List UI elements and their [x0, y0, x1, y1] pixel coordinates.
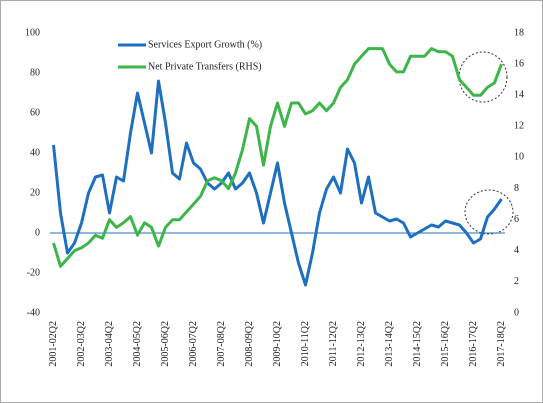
x-tick-label: 2001-02Q2 — [48, 321, 59, 367]
legend-label: Net Private Transfers (RHS) — [148, 61, 262, 72]
y2-tick-label: 0 — [514, 307, 519, 318]
x-tick-label: 2009-10Q2 — [272, 321, 283, 367]
y-tick-label: 40 — [30, 147, 40, 158]
x-tick-label: 2004-05Q2 — [132, 321, 143, 367]
y2-tick-label: 12 — [514, 121, 524, 132]
x-tick-label: 2017-18Q2 — [496, 321, 507, 367]
series-line — [52, 47, 503, 268]
y-tick-label: -40 — [27, 307, 40, 318]
y-tick-label: 0 — [35, 227, 40, 238]
y-tick-label: 100 — [25, 27, 40, 38]
x-tick-label: 2002-03Q2 — [76, 321, 87, 367]
x-tick-label: 2015-16Q2 — [440, 321, 451, 367]
y-tick-label: 20 — [30, 187, 40, 198]
x-tick-label: 2003-04Q2 — [104, 321, 115, 367]
x-tick-label: 2011-12Q2 — [328, 321, 339, 366]
y2-tick-label: 6 — [514, 214, 519, 225]
x-tick-label: 2012-13Q2 — [356, 321, 367, 367]
x-tick-label: 2006-07Q2 — [188, 321, 199, 367]
legend-label: Services Export Growth (%) — [148, 39, 262, 50]
y2-tick-label: 4 — [514, 245, 519, 256]
y2-tick-label: 14 — [514, 90, 524, 101]
y-tick-label: 60 — [30, 107, 40, 118]
y2-tick-label: 8 — [514, 183, 519, 194]
x-tick-label: 2014-15Q2 — [412, 321, 423, 367]
x-tick-label: 2008-09Q2 — [244, 321, 255, 367]
y2-tick-label: 2 — [514, 276, 519, 287]
annotation-circle — [464, 189, 514, 235]
x-tick-label: 2016-17Q2 — [468, 321, 479, 367]
x-tick-label: 2007-08Q2 — [216, 321, 227, 367]
x-tick-label: 2005-06Q2 — [160, 321, 171, 367]
y2-tick-label: 16 — [514, 58, 524, 69]
y-tick-label: -20 — [27, 267, 40, 278]
x-tick-label: 2010-11Q2 — [300, 321, 311, 366]
x-tick-label: 2013-14Q2 — [384, 321, 395, 367]
y2-tick-label: 18 — [514, 27, 524, 38]
series-line — [52, 79, 503, 287]
y-tick-label: 80 — [30, 67, 40, 78]
y2-tick-label: 10 — [514, 152, 524, 163]
